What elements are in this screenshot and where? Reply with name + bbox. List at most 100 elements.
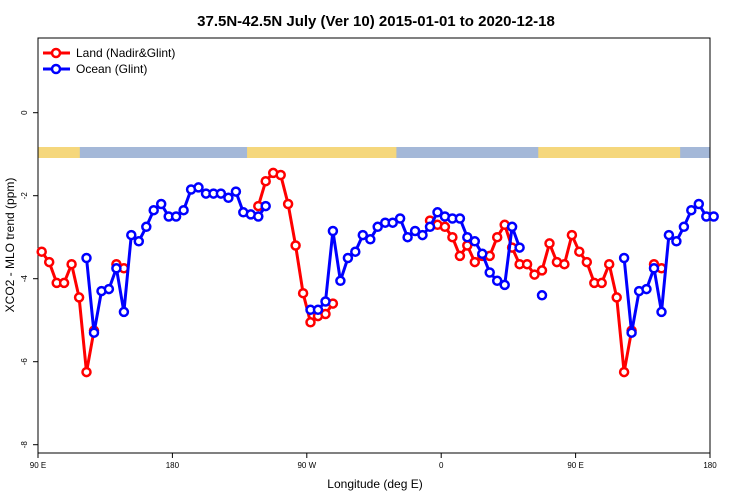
data-point	[372, 221, 383, 233]
map-land-band	[538, 147, 681, 158]
legend-ocean-marker	[50, 63, 62, 75]
data-point	[230, 186, 242, 197]
data-point	[566, 229, 578, 241]
data-point	[215, 188, 227, 199]
data-point	[618, 252, 630, 264]
data-point	[111, 263, 122, 274]
data-point	[484, 267, 495, 278]
data-point	[223, 192, 234, 204]
data-point	[626, 327, 637, 338]
x-tick-label: 90 W	[297, 461, 316, 470]
series-line	[622, 202, 714, 335]
data-point	[118, 306, 130, 318]
data-point	[297, 287, 309, 299]
data-point	[409, 225, 421, 237]
map-land-band	[571, 147, 597, 158]
data-point	[342, 252, 354, 264]
data-point	[394, 213, 406, 224]
data-point	[43, 256, 55, 268]
data-point	[275, 169, 286, 181]
y-tick-label: -4	[20, 275, 29, 283]
data-point	[581, 256, 593, 268]
x-tick-label: 180	[166, 461, 180, 470]
data-point	[350, 246, 361, 257]
data-point	[81, 252, 92, 264]
data-point	[648, 263, 660, 274]
data-point	[618, 366, 630, 378]
map-land-band	[38, 147, 80, 158]
data-point	[178, 204, 189, 216]
data-point	[447, 231, 458, 243]
legend-land-label: Land (Nadir&Glint)	[76, 46, 175, 60]
data-point	[536, 290, 548, 301]
data-point	[260, 200, 271, 212]
data-point	[462, 231, 473, 243]
data-point	[253, 211, 264, 222]
data-point	[454, 250, 466, 262]
data-point	[387, 217, 398, 228]
data-point	[432, 207, 443, 218]
data-point	[66, 258, 77, 270]
y-tick-label: -2	[20, 192, 29, 200]
series-ocean	[81, 182, 719, 338]
data-point	[641, 283, 652, 295]
data-point	[282, 198, 294, 210]
data-point	[58, 277, 70, 289]
data-point	[469, 236, 481, 247]
plot-frame	[37, 37, 711, 454]
data-point	[148, 204, 159, 216]
data-point	[365, 234, 376, 245]
data-point	[708, 211, 719, 222]
data-point	[671, 236, 682, 247]
legend-ocean-label: Ocean (Glint)	[76, 62, 147, 76]
x-tick-label: 0	[439, 461, 444, 470]
chart-title: 37.5N-42.5N July (Ver 10) 2015-01-01 to …	[197, 13, 555, 30]
data-point	[693, 198, 705, 210]
x-tick-label: 180	[703, 461, 717, 470]
data-point	[656, 306, 667, 318]
series-layer	[36, 167, 719, 378]
series-land	[36, 167, 667, 378]
data-point	[290, 240, 301, 251]
data-point	[454, 213, 466, 224]
data-point	[544, 238, 555, 249]
data-point	[663, 229, 675, 241]
data-point	[536, 265, 548, 276]
data-point	[603, 258, 615, 270]
data-point	[499, 279, 510, 291]
data-point	[469, 256, 481, 268]
x-tick-label: 90 E	[567, 461, 583, 470]
data-point	[320, 296, 331, 307]
data-point	[260, 175, 271, 187]
data-point	[521, 258, 533, 270]
legend-land-marker	[50, 47, 62, 59]
data-point	[103, 283, 115, 295]
data-point	[81, 366, 92, 378]
data-point	[193, 182, 204, 193]
data-point	[417, 229, 428, 241]
data-point	[312, 304, 324, 316]
data-point	[678, 221, 690, 233]
data-point	[155, 198, 167, 210]
data-point	[686, 204, 697, 216]
data-point	[506, 221, 518, 233]
data-point	[133, 236, 145, 247]
y-axis: 0 -2 -4 -6 -8	[20, 110, 38, 448]
map-strip	[38, 147, 710, 158]
y-tick-label: -8	[20, 441, 29, 449]
series-line	[429, 219, 634, 374]
data-point	[491, 275, 503, 287]
data-point	[402, 231, 413, 243]
map-land-band	[247, 147, 397, 158]
legend: Land (Nadir&Glint) Ocean (Glint)	[43, 46, 175, 76]
data-point	[574, 246, 585, 257]
y-axis-label: XCO2 - MLO trend (ppm)	[3, 178, 17, 313]
data-point	[514, 242, 525, 253]
data-point	[126, 229, 137, 241]
data-point	[491, 231, 503, 243]
x-axis-label: Longitude (deg E)	[327, 477, 422, 491]
data-point	[88, 327, 100, 338]
data-point	[477, 248, 488, 260]
data-point	[559, 258, 570, 270]
